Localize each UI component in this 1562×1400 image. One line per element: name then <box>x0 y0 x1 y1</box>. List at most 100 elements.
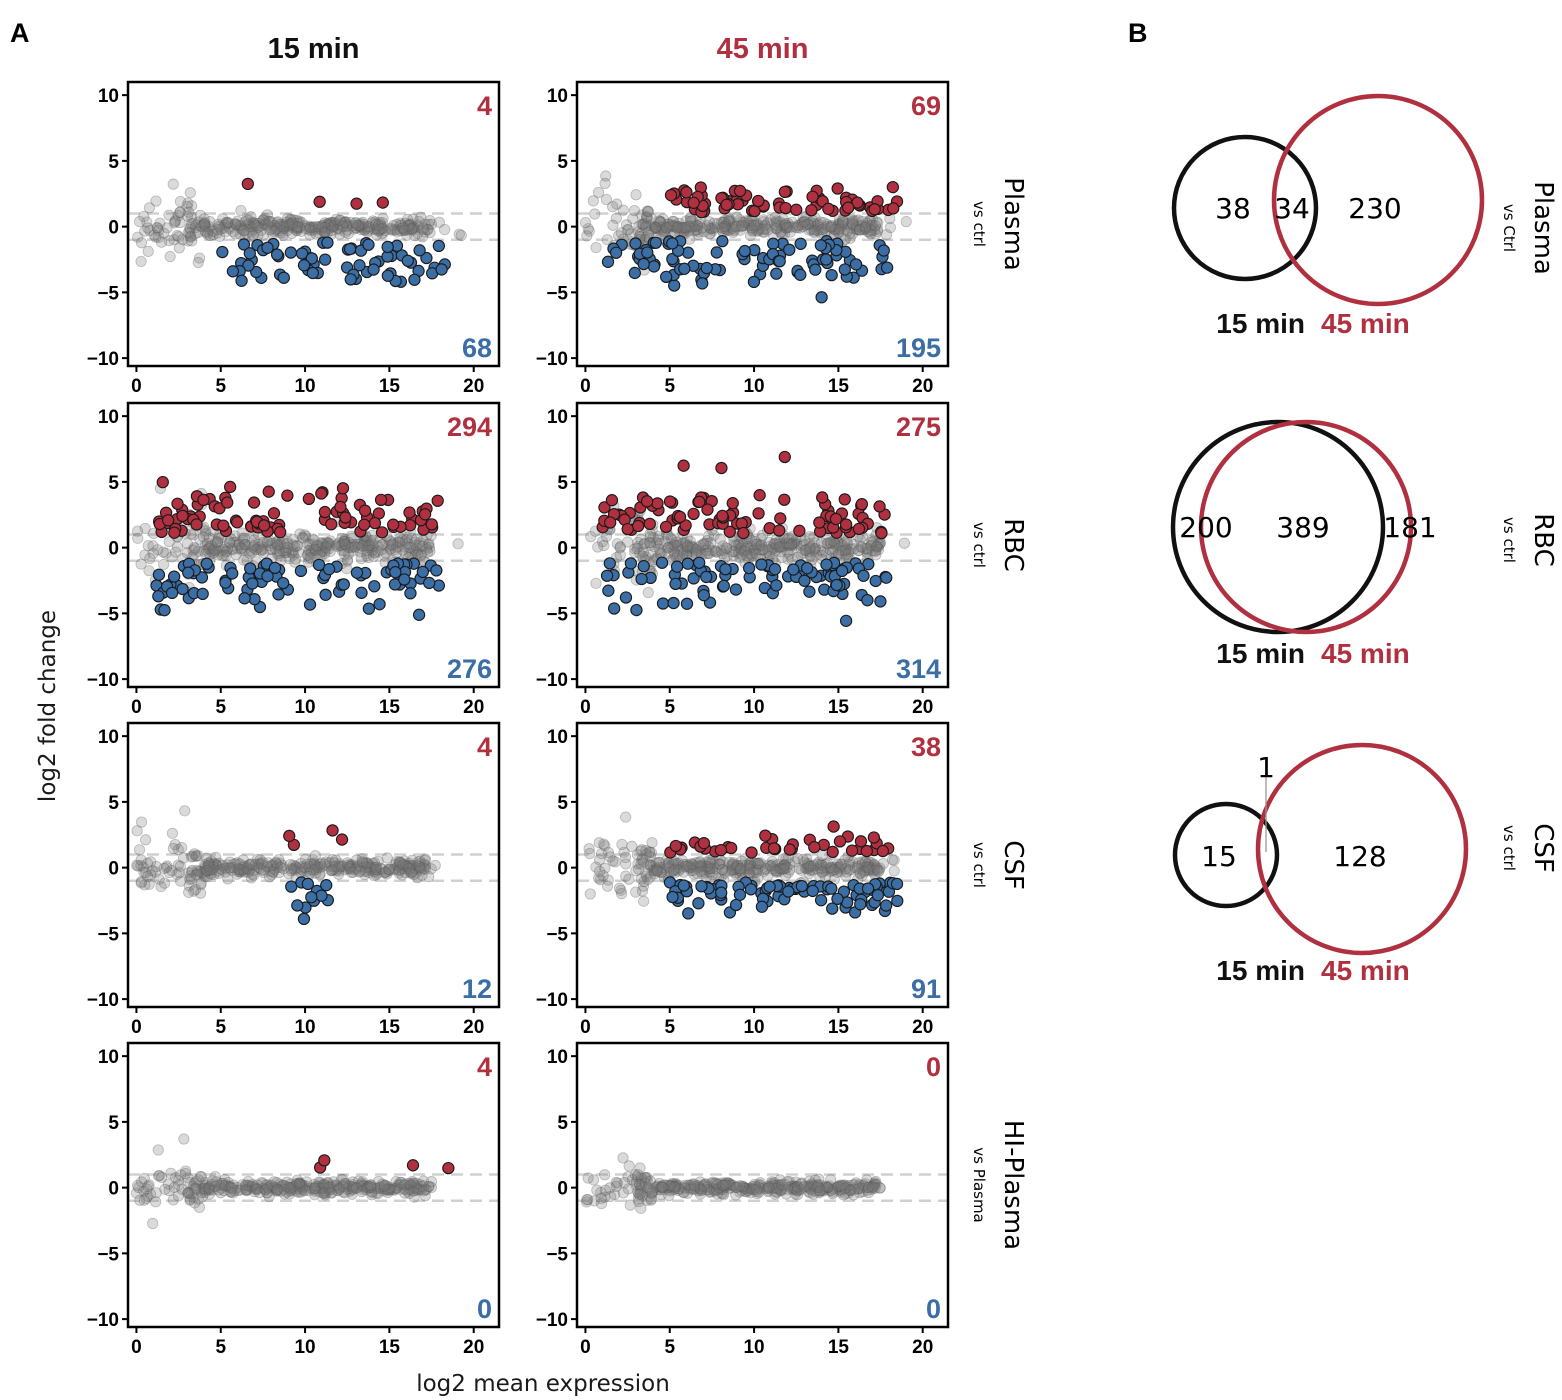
point-neutral <box>238 866 251 878</box>
point-neutral <box>285 217 298 229</box>
point-neutral <box>380 547 392 559</box>
point-neutral <box>413 1184 425 1196</box>
point-neutral <box>387 864 399 876</box>
row-label-plasma: Plasma <box>998 177 1028 271</box>
point-up <box>855 498 869 511</box>
point-neutral <box>834 221 846 233</box>
point-neutral <box>200 544 212 556</box>
point-neutral <box>255 224 268 236</box>
point-neutral <box>666 1179 678 1191</box>
point-up <box>680 186 693 199</box>
point-neutral <box>339 536 351 548</box>
point-neutral <box>669 867 681 879</box>
point-neutral <box>762 541 774 553</box>
point-neutral <box>258 1182 270 1195</box>
point-neutral <box>338 536 351 548</box>
point-neutral <box>211 536 224 548</box>
point-neutral <box>238 532 250 544</box>
point-neutral <box>777 213 789 225</box>
point-neutral <box>390 1176 402 1188</box>
point-down <box>350 566 364 579</box>
point-neutral <box>267 1181 279 1193</box>
point-down <box>647 260 661 273</box>
point-neutral <box>681 545 693 557</box>
point-neutral <box>189 543 201 555</box>
point-neutral <box>711 546 723 558</box>
y-tick-label: 10 <box>98 86 119 107</box>
y-tick-label: −5 <box>546 604 568 625</box>
point-neutral <box>757 214 769 226</box>
point-neutral <box>622 1183 634 1195</box>
point-neutral <box>151 222 164 234</box>
point-neutral <box>868 224 881 236</box>
point-neutral <box>859 1178 871 1190</box>
point-neutral <box>409 1179 421 1192</box>
point-neutral <box>692 220 704 232</box>
point-neutral <box>232 865 244 877</box>
point-neutral <box>671 221 684 233</box>
point-neutral <box>701 535 713 547</box>
point-neutral <box>331 540 343 552</box>
point-neutral <box>273 1178 286 1190</box>
x-tick-label: 15 <box>828 1017 850 1038</box>
point-neutral <box>190 850 202 862</box>
point-neutral <box>193 865 205 878</box>
point-neutral <box>281 1176 293 1188</box>
point-up <box>813 516 826 529</box>
point-neutral <box>256 856 269 868</box>
point-neutral <box>661 542 674 554</box>
point-neutral <box>195 867 207 879</box>
point-neutral <box>732 539 744 551</box>
point-neutral <box>174 860 186 872</box>
point-neutral <box>799 544 812 557</box>
point-neutral <box>860 221 872 233</box>
point-neutral <box>382 865 395 877</box>
point-neutral <box>322 218 334 230</box>
point-neutral <box>654 220 666 232</box>
point-neutral <box>684 541 696 554</box>
point-neutral <box>615 227 627 239</box>
point-neutral <box>342 863 354 875</box>
point-neutral <box>652 530 665 542</box>
point-neutral <box>818 216 830 229</box>
point-neutral <box>705 863 718 875</box>
point-neutral <box>332 1185 344 1197</box>
venn-comparison-label: vs Ctrl <box>1500 204 1518 252</box>
point-neutral <box>403 859 415 871</box>
point-neutral <box>402 220 415 232</box>
point-neutral <box>803 860 815 872</box>
point-down <box>362 238 375 251</box>
point-up <box>778 493 791 506</box>
point-neutral <box>736 859 748 871</box>
row-comparison-label: vs Plasma <box>970 1147 988 1222</box>
point-neutral <box>620 811 632 823</box>
point-up <box>778 185 792 199</box>
point-neutral <box>610 212 622 224</box>
point-neutral <box>252 538 265 550</box>
point-neutral <box>303 552 315 565</box>
point-neutral <box>865 224 878 236</box>
point-neutral <box>425 863 437 875</box>
point-neutral <box>257 547 269 559</box>
up-count-label: 294 <box>447 412 492 442</box>
point-neutral <box>696 860 708 873</box>
point-neutral <box>833 218 845 230</box>
point-neutral <box>393 865 405 877</box>
point-neutral <box>279 542 291 554</box>
point-neutral <box>592 186 605 199</box>
point-up <box>826 845 839 859</box>
point-neutral <box>797 220 809 233</box>
point-neutral <box>748 864 760 876</box>
point-neutral <box>641 205 653 218</box>
point-neutral <box>397 224 410 236</box>
point-neutral <box>235 543 248 555</box>
point-up <box>257 519 271 532</box>
point-neutral <box>829 224 841 236</box>
point-neutral <box>640 868 652 880</box>
point-neutral <box>772 1180 784 1193</box>
point-neutral <box>654 537 667 550</box>
point-neutral <box>730 1181 742 1194</box>
point-neutral <box>702 530 715 542</box>
point-neutral <box>346 538 359 551</box>
